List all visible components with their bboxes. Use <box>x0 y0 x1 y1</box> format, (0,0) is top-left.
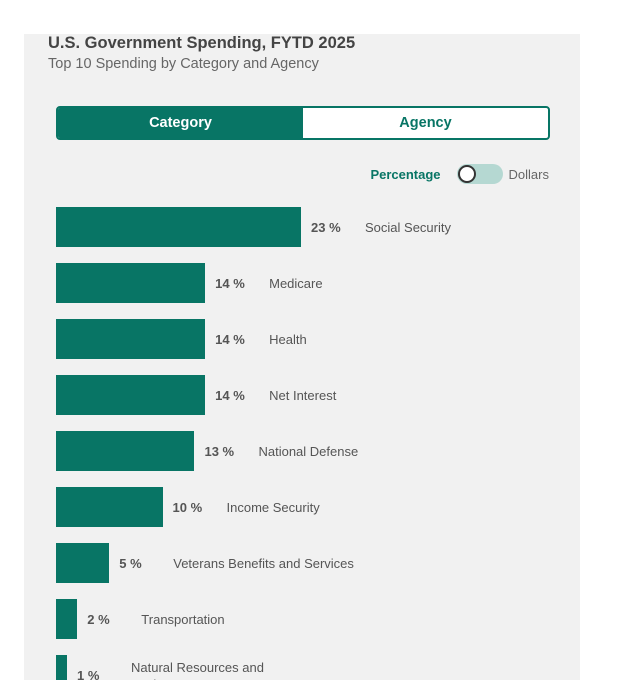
unit-switch[interactable] <box>456 164 503 184</box>
unit-toggle: Percentage Dollars <box>370 164 549 184</box>
bar-category-label: National Defense <box>258 444 359 459</box>
bar-value-label: 14 % <box>215 332 245 347</box>
bar-social-security[interactable] <box>56 207 301 247</box>
page-title: U.S. Government Spending, FYTD 2025 <box>48 34 356 52</box>
bar-value-label: 10 % <box>172 500 203 515</box>
bar-value-label: 13 % <box>204 444 235 459</box>
bar-value-label: 14 % <box>215 276 245 291</box>
tab-category[interactable]: Category <box>58 108 303 138</box>
bar-medicare[interactable] <box>56 263 206 303</box>
bar-chart: 23 % Social Security 14 % Medicare 14 % Healt… <box>24 34 580 680</box>
bar-value-label: 23 % <box>311 220 341 235</box>
page-subtitle: Top 10 Spending by Category and Agency <box>48 56 319 72</box>
bar-value-label: 2 % <box>87 612 110 627</box>
switch-knob <box>457 165 476 183</box>
dollars-label[interactable]: Dollars <box>508 166 549 182</box>
bar-value-label: 1 % <box>77 668 100 680</box>
spending-panel: U.S. Government Spending, FYTD 2025 Top … <box>24 34 580 680</box>
percentage-label[interactable]: Percentage <box>370 166 441 182</box>
bar-national-defense[interactable] <box>56 431 195 471</box>
bar-veterans-benefits-and-services[interactable] <box>56 543 110 583</box>
bar-transportation[interactable] <box>56 599 78 639</box>
category-agency-toggle: Category Agency <box>56 106 550 140</box>
bar-category-label: Net Interest <box>269 388 337 403</box>
bar-income-security[interactable] <box>56 487 163 527</box>
bar-natural-resources-and-environment[interactable] <box>56 655 67 680</box>
bar-category-label: Social Security <box>365 220 451 235</box>
bar-category-label: Health <box>269 332 307 347</box>
bar-net-interest[interactable] <box>56 375 206 415</box>
bar-value-label: 14 % <box>215 388 245 403</box>
bar-category-label: Veterans Benefits and Services <box>173 556 354 571</box>
bar-category-label: Transportation <box>141 612 225 627</box>
bar-category-label: Natural Resources and Environment <box>131 660 264 680</box>
bar-health[interactable] <box>56 319 206 359</box>
bar-category-label: Medicare <box>269 276 323 291</box>
tab-agency[interactable]: Agency <box>399 115 452 131</box>
bar-category-label: Income Security <box>226 500 320 515</box>
bar-value-label: 5 % <box>119 556 142 571</box>
